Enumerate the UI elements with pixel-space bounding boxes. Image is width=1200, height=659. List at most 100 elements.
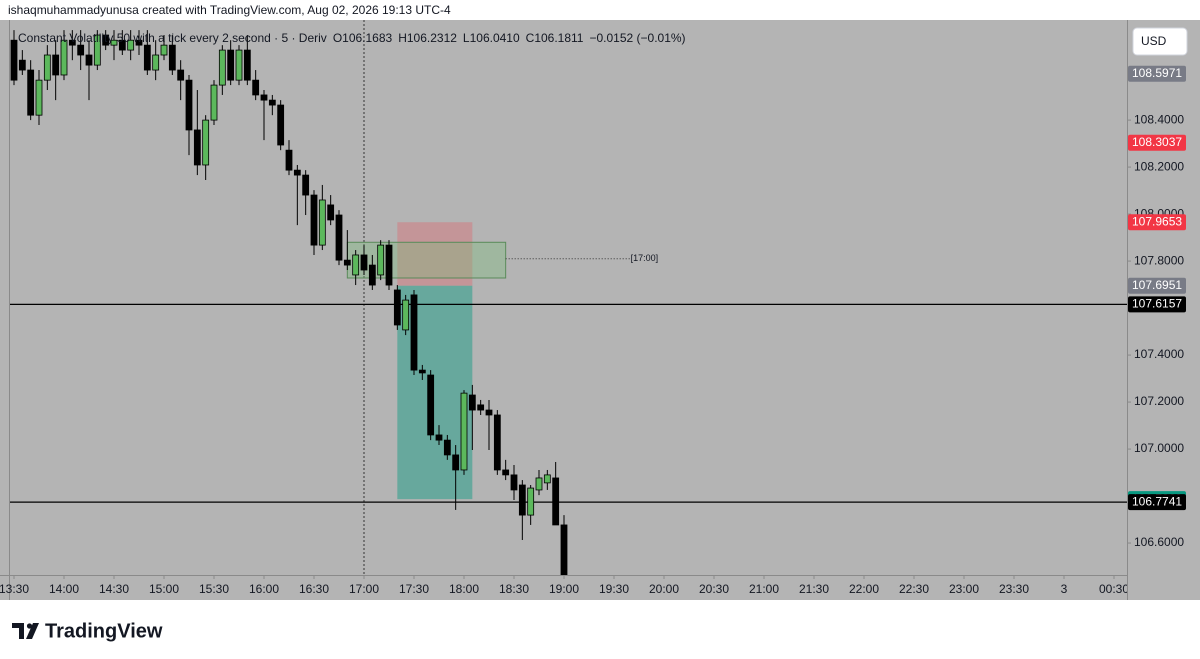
candle-body: [227, 49, 235, 81]
candle-body: [168, 44, 176, 71]
candle-body: [52, 54, 60, 76]
x-tick-label: 20:00: [649, 582, 679, 596]
candle-body: [235, 49, 243, 81]
currency[interactable]: USD: [1141, 34, 1167, 48]
price-label-bg: [1128, 214, 1186, 231]
author-line: ishaqmuhammadyunusa created with Trading…: [8, 3, 451, 17]
price-label-bg: [1128, 65, 1186, 82]
candle-body: [335, 214, 343, 261]
y-tick-label: 106.6000: [1134, 535, 1184, 549]
x-tick-label: 23:30: [999, 582, 1029, 596]
currency-button[interactable]: [1132, 27, 1188, 56]
price-label: 107.6951: [1132, 278, 1182, 292]
x-tick-label: 17:30: [399, 582, 429, 596]
candle-body: [193, 129, 201, 166]
price-label: 107.9653: [1132, 214, 1182, 228]
header-bg: [0, 0, 1200, 20]
candle-body: [202, 119, 210, 166]
candle-body: [510, 474, 518, 491]
x-tick-label: 22:30: [899, 582, 929, 596]
x-tick-label: 19:30: [599, 582, 629, 596]
price-label: 108.3037: [1132, 135, 1182, 149]
candle-body: [327, 204, 335, 221]
y-tick-label: 108.2000: [1134, 159, 1184, 173]
candle-body: [60, 39, 68, 76]
y-tick-label: 108.4000: [1134, 112, 1184, 126]
candle-body: [10, 39, 18, 81]
plot: [17:00]: [10, 20, 1127, 575]
candle-body: [302, 174, 310, 196]
candle-body: [218, 49, 226, 86]
time-marker-label: [17:00]: [631, 253, 659, 263]
x-tick-label: 23:00: [949, 582, 979, 596]
candle-body: [210, 84, 218, 121]
price-label: 106.7741: [1132, 494, 1182, 508]
candle-body: [410, 294, 418, 371]
price-label: 108.5971: [1132, 66, 1182, 80]
x-tick-label: 3: [1061, 582, 1068, 596]
price-axis: 108.4000108.2000108.0000107.8000107.4000…: [1127, 65, 1186, 549]
candle-body: [535, 477, 543, 491]
candle-body: [443, 439, 451, 456]
candle-body: [310, 194, 318, 246]
candle-body: [518, 484, 526, 516]
candle-body: [285, 149, 293, 171]
candle-body: [85, 54, 93, 66]
candle-body: [368, 264, 376, 286]
candle-body: [93, 34, 101, 66]
candle-body: [377, 244, 385, 276]
x-tick-label: 18:00: [449, 582, 479, 596]
candle-body: [277, 104, 285, 146]
candle-body: [460, 392, 468, 471]
candle-body: [452, 454, 460, 471]
x-tick-label: 19:00: [549, 582, 579, 596]
candle-body: [177, 69, 185, 81]
candle-body: [352, 254, 360, 276]
candle-body: [293, 169, 301, 176]
candle-body: [43, 54, 51, 81]
candle-body: [318, 199, 326, 246]
stop-zone: [397, 222, 473, 286]
x-tick-label: 15:30: [199, 582, 229, 596]
candle-body: [402, 299, 410, 331]
candle-body: [360, 254, 368, 271]
candle-body: [68, 39, 76, 46]
y-tick-label: 107.2000: [1134, 394, 1184, 408]
x-tick-label: 00:30: [1099, 582, 1129, 596]
x-tick-label: 14:00: [49, 582, 79, 596]
ohlc-open: O106.1683: [333, 31, 393, 45]
candle-body: [27, 69, 35, 116]
ohlc-close: C106.1811: [526, 31, 584, 45]
candle-body: [343, 259, 351, 266]
candle-body: [127, 39, 135, 51]
candle-body: [18, 59, 26, 71]
symbol: Constant Volatility 50 with a tick every…: [18, 31, 327, 45]
ohlc-low: L106.0410: [463, 31, 520, 45]
candle-body: [118, 39, 126, 51]
x-tick-label: 18:30: [499, 582, 529, 596]
candle-body: [160, 44, 168, 56]
price-label: 107.6157: [1132, 297, 1182, 311]
x-tick-label: 17:00: [349, 582, 379, 596]
x-tick-label: 13:30: [0, 582, 29, 596]
y-tick-label: 107.4000: [1134, 347, 1184, 361]
candle-body: [185, 79, 193, 131]
candle-body: [243, 49, 251, 81]
candle-body: [385, 244, 393, 286]
x-tick-label: 15:00: [149, 582, 179, 596]
candle-body: [143, 44, 151, 71]
candle-body: [493, 414, 501, 471]
candle-body: [102, 34, 110, 46]
candle-body: [468, 394, 476, 411]
candle-body: [110, 39, 118, 46]
candle-body: [77, 44, 85, 56]
candle-body: [393, 289, 401, 326]
x-tick-label: 16:30: [299, 582, 329, 596]
logo: [12, 623, 39, 639]
price-label-bg: [1128, 494, 1186, 511]
y-tick-label: 107.8000: [1134, 253, 1184, 267]
candle-body: [268, 99, 276, 106]
target-zone: [397, 285, 473, 500]
footer-bg: [0, 600, 1200, 659]
